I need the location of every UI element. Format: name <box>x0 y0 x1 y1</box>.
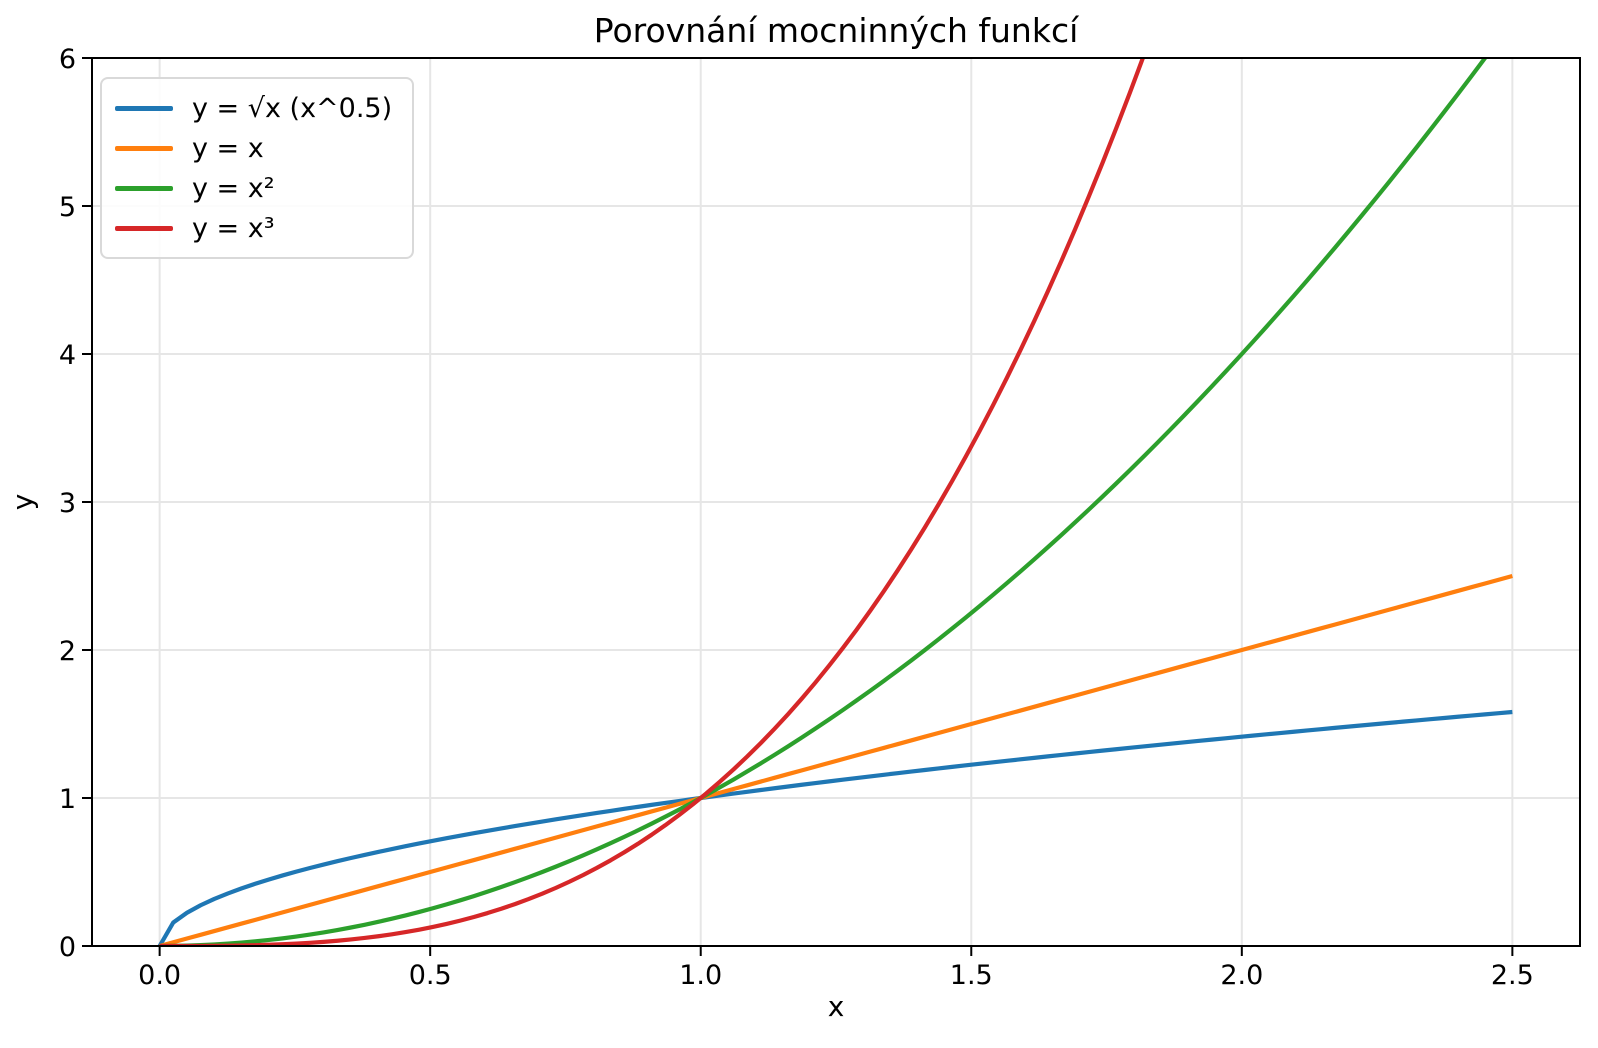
chart-title: Porovnání mocninných funkcí <box>594 11 1080 50</box>
curve-1 <box>159 573 1513 946</box>
y-tick-label: 0 <box>59 932 76 963</box>
legend-line-swatch <box>115 185 173 191</box>
legend-label: y = x² <box>192 172 275 204</box>
y-tick-label: 1 <box>59 784 76 815</box>
curve-3 <box>159 58 1146 946</box>
legend-line-swatch <box>115 145 173 151</box>
curve-2 <box>159 58 1488 946</box>
x-tick-label: 2.5 <box>1491 960 1534 991</box>
tick-marks <box>82 57 1514 956</box>
legend-item-1: y = x <box>115 128 392 168</box>
x-tick-label: 2.0 <box>1220 960 1263 991</box>
legend-label: y = x <box>192 132 264 164</box>
y-axis-label: y <box>6 494 39 511</box>
legend-item-0: y = √x (x^0.5) <box>115 88 392 128</box>
y-tick-label: 5 <box>59 192 76 223</box>
x-tick-label: 0.0 <box>138 960 181 991</box>
legend-label: y = x³ <box>192 212 275 244</box>
x-tick-label: 0.5 <box>409 960 452 991</box>
legend: y = √x (x^0.5) y = x y = x² y = x³ <box>100 77 415 259</box>
legend-item-2: y = x² <box>115 168 392 208</box>
legend-item-3: y = x³ <box>115 208 392 248</box>
y-tick-label: 2 <box>59 636 76 667</box>
legend-line-swatch <box>115 225 173 231</box>
curves <box>157 58 1513 946</box>
legend-line-swatch <box>115 105 173 111</box>
y-tick-label: 4 <box>59 340 76 371</box>
y-tick-label: 6 <box>59 44 76 75</box>
y-tick-labels: 0 1 2 3 4 5 6 <box>59 44 76 963</box>
x-axis-label: x <box>828 990 845 1023</box>
x-tick-labels: 0.0 0.5 1.0 1.5 2.0 2.5 <box>138 960 1534 991</box>
x-tick-label: 1.5 <box>950 960 993 991</box>
curve-0 <box>157 709 1513 946</box>
x-tick-label: 1.0 <box>679 960 722 991</box>
legend-label: y = √x (x^0.5) <box>192 92 393 124</box>
y-tick-label: 3 <box>59 488 76 519</box>
